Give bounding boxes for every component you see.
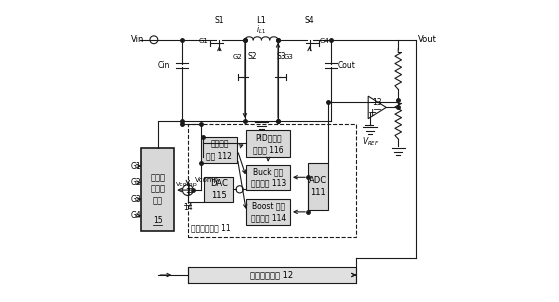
- Text: Cout: Cout: [338, 61, 356, 70]
- Text: G2: G2: [131, 178, 141, 187]
- Text: G3: G3: [131, 194, 141, 204]
- Text: Vout: Vout: [418, 35, 437, 44]
- Text: G1: G1: [131, 162, 141, 171]
- Text: G1: G1: [199, 38, 209, 44]
- Text: 13: 13: [372, 98, 382, 107]
- Text: PID运益控
制电路 116: PID运益控 制电路 116: [253, 133, 283, 154]
- Text: DAC
115: DAC 115: [210, 179, 228, 200]
- Text: +: +: [184, 184, 192, 193]
- Text: Vcomp: Vcomp: [176, 182, 197, 187]
- Text: 开关信
号发生
电路: 开关信 号发生 电路: [150, 173, 165, 206]
- Text: L1: L1: [257, 16, 267, 25]
- Text: Buck 数字
控制电路 113: Buck 数字 控制电路 113: [250, 167, 286, 188]
- Text: S4: S4: [305, 16, 314, 25]
- Text: 15: 15: [153, 216, 163, 225]
- Text: 模拟控制回路 12: 模拟控制回路 12: [250, 271, 293, 280]
- Bar: [247, 199, 290, 225]
- Text: +: +: [184, 188, 192, 197]
- Text: S1: S1: [215, 16, 224, 25]
- Text: G4: G4: [320, 38, 330, 44]
- Bar: [205, 177, 233, 202]
- Text: 双模选择
电路 112: 双模选择 电路 112: [206, 140, 233, 161]
- Text: Cin: Cin: [158, 61, 170, 70]
- Text: -: -: [371, 97, 375, 107]
- Text: 数字控制回路 11: 数字控制回路 11: [191, 223, 230, 232]
- Circle shape: [236, 186, 243, 193]
- Bar: [188, 267, 356, 283]
- Bar: [141, 148, 174, 231]
- Bar: [308, 163, 328, 210]
- Text: +: +: [368, 108, 377, 118]
- Text: S2: S2: [248, 52, 258, 61]
- Bar: [247, 130, 290, 157]
- Text: Boost 数字
控制甕路 114: Boost 数字 控制甕路 114: [250, 201, 286, 222]
- Text: ADC
111: ADC 111: [309, 176, 327, 197]
- Text: Vcomp: Vcomp: [195, 177, 219, 183]
- Text: G4: G4: [131, 211, 141, 220]
- Text: G2: G2: [232, 54, 242, 60]
- Text: 14: 14: [183, 203, 193, 212]
- Text: S3: S3: [277, 52, 286, 61]
- Text: $V_{REF}$: $V_{REF}$: [362, 135, 380, 148]
- Bar: [247, 165, 290, 190]
- Bar: [201, 137, 238, 163]
- Text: $i_{L1}$: $i_{L1}$: [257, 23, 267, 36]
- Text: Vin: Vin: [131, 35, 144, 44]
- Text: G3: G3: [284, 54, 294, 60]
- Bar: [188, 124, 356, 237]
